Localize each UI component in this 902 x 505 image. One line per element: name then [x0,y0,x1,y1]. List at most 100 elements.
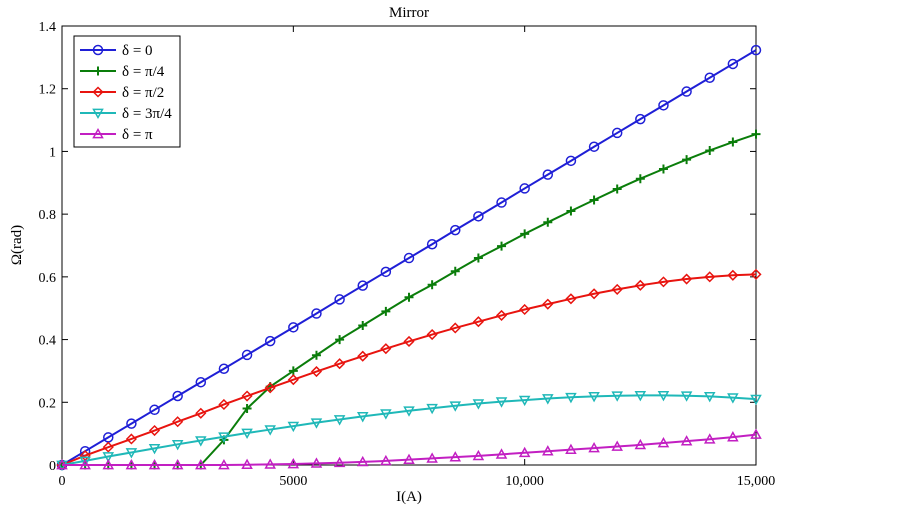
data-point [566,206,576,216]
data-point [450,224,461,236]
data-point [148,458,161,470]
data-point [195,376,207,388]
data-point [727,269,739,281]
data-point [380,454,392,466]
data-point [310,365,323,378]
series-0 [56,44,762,471]
x-tick-label: 15,000 [737,474,776,489]
legend-label: δ = π/4 [122,64,165,80]
legend-marker [92,86,104,98]
data-point [449,401,462,412]
data-point [171,439,184,451]
data-point [727,431,739,442]
data-point [380,409,392,420]
data-point [543,217,553,227]
data-point [426,452,438,463]
data-point [704,72,715,83]
data-point [728,137,738,147]
data-point [703,391,716,403]
data-point [264,382,276,394]
data-point [334,358,346,370]
y-tick-label: 0 [49,459,56,474]
data-point [403,335,415,348]
y-tick-label: 1.2 [39,83,57,98]
data-point [264,335,276,347]
data-point [681,273,693,285]
data-point [472,316,484,328]
data-point [148,444,161,455]
legend-label: δ = 0 [122,43,153,59]
data-point [635,174,645,184]
data-point [403,252,415,264]
data-point [311,350,321,360]
data-point [750,428,762,439]
y-tick-label: 0.4 [39,334,57,349]
y-tick-label: 1 [49,145,56,160]
data-point [565,392,577,404]
data-point [681,86,692,97]
series-line [61,273,757,466]
data-point [727,393,739,404]
data-point [658,100,669,111]
data-point [403,406,415,417]
data-point [218,458,230,470]
data-point [542,169,554,180]
data-point [495,448,508,459]
legend-marker [92,44,104,56]
data-point [310,457,323,468]
legend-entry-3: δ = 3π/4 [80,106,172,122]
axis-ticks: 0 5000 10,000 15,000 0 0.2 0.4 0.6 0.8 1 1.2 1.4 [39,20,776,489]
data-point [449,322,461,334]
data-point [588,141,600,152]
data-point [125,458,138,470]
data-point [680,435,693,446]
data-point [472,399,485,410]
data-point [565,443,577,454]
data-point [358,320,368,330]
data-point [241,458,253,470]
data-point [125,448,138,459]
data-point [495,309,508,321]
data-point [589,195,599,205]
data-point [102,452,115,463]
data-point [657,391,670,402]
data-point [356,455,369,467]
series-line [62,433,757,466]
legend-entry-2: δ = π/2 [80,85,164,101]
data-point [218,398,230,411]
x-axis-label: I(A) [396,489,422,505]
series-layer [56,44,762,472]
data-point [611,391,623,402]
data-point [518,395,531,407]
series-2 [56,268,762,471]
data-point [125,433,137,445]
legend-entry-4: δ = π [80,127,153,143]
data-point [519,303,531,316]
data-point [658,164,668,174]
data-point [241,349,253,361]
data-point [426,238,438,250]
data-point [612,184,622,194]
data-point [449,451,462,462]
data-point [611,127,623,139]
legend-marker [92,108,104,120]
data-point [287,458,300,469]
data-point [264,425,276,436]
data-point [588,391,600,403]
x-tick-label: 0 [59,474,66,489]
legend-label: δ = π/2 [122,85,164,101]
data-point [148,424,161,437]
data-point [287,421,300,433]
data-point [542,445,554,456]
data-point [195,407,207,419]
y-tick-label: 0.6 [39,271,57,286]
data-point [126,418,137,429]
data-point [333,456,346,468]
data-point [705,145,715,155]
legend-marker [93,66,103,76]
data-point [288,366,298,376]
data-point [497,241,507,251]
data-point [380,343,392,355]
data-point [634,438,647,450]
